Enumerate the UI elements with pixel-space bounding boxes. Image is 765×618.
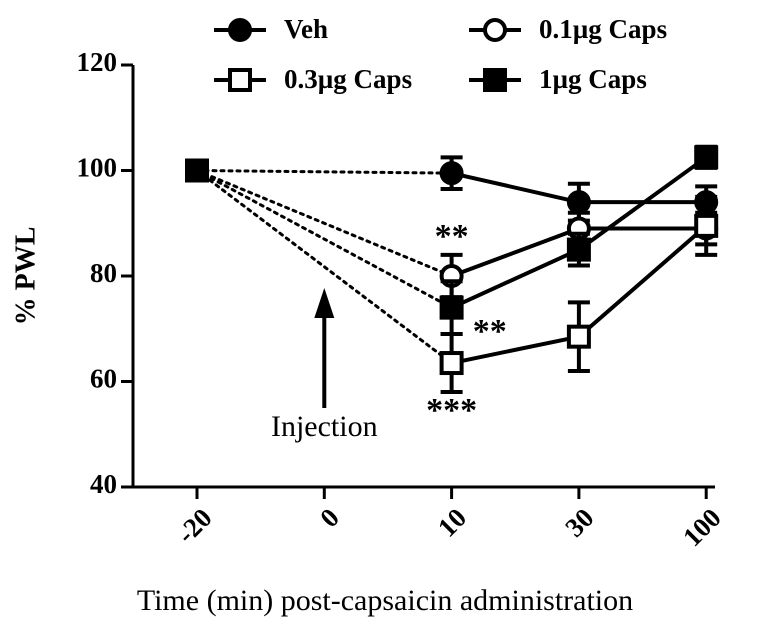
y-tick-label: 100 (77, 153, 118, 183)
marker (566, 190, 591, 215)
marker (228, 18, 252, 42)
dotted-connector (195, 169, 454, 365)
y-tick-label: 80 (90, 258, 117, 288)
y-axis-title: % PWL (10, 227, 41, 326)
dotted-connector (195, 169, 454, 310)
dotted-connector (195, 169, 454, 278)
x-tick-label: 0 (314, 502, 345, 533)
x-tick-label: 10 (432, 502, 472, 542)
marker (228, 68, 252, 92)
legend-label: 1µg Caps (539, 64, 647, 94)
significance-label: *** (426, 392, 477, 429)
legend-label: Veh (284, 14, 328, 44)
arrow-head (314, 288, 335, 318)
x-axis-title: Time (min) post-capsaicin administration (137, 584, 633, 617)
significance-label: ** (435, 218, 469, 255)
marker (439, 161, 464, 186)
line-segment (450, 247, 580, 310)
legend-label: 0.3µg Caps (284, 64, 412, 94)
marker (483, 68, 507, 92)
line-segment (451, 334, 580, 365)
annotation-label: Injection (271, 410, 378, 443)
marker (566, 324, 591, 349)
x-tick-label: -20 (171, 502, 218, 549)
x-tick-label: 30 (559, 502, 599, 542)
y-tick-label: 120 (77, 47, 118, 77)
line-segment (450, 226, 580, 278)
y-tick-label: 40 (90, 469, 117, 499)
significance-label: ** (473, 313, 507, 350)
line-segment (451, 171, 580, 205)
marker (185, 158, 209, 183)
legend-label: 0.1µg Caps (539, 14, 667, 44)
y-tick-label: 60 (90, 364, 117, 394)
marker (566, 237, 591, 262)
x-tick-label: 100 (677, 502, 727, 552)
marker (694, 213, 719, 238)
marker (694, 145, 719, 170)
marker (439, 351, 464, 376)
dotted-connector (195, 169, 454, 175)
line-segment (577, 155, 708, 252)
marker (483, 18, 507, 42)
marker (439, 295, 464, 320)
line-segment (577, 224, 708, 339)
